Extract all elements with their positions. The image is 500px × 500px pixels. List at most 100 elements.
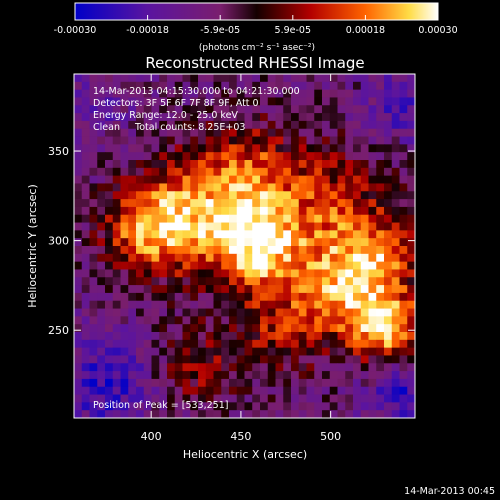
heatmap-cell (407, 386, 415, 395)
heatmap-cell (275, 261, 284, 270)
heatmap-cell (314, 89, 323, 98)
heatmap-cell (244, 175, 253, 184)
heatmap-cell (384, 347, 393, 356)
heatmap-cell (267, 378, 276, 388)
heatmap-cell (267, 152, 276, 161)
heatmap-cell (89, 316, 98, 325)
heatmap-cell (97, 105, 106, 114)
heatmap-cell (112, 261, 121, 270)
heatmap-cell (105, 199, 114, 208)
heatmap-cell (120, 81, 129, 91)
heatmap-cell (399, 199, 408, 208)
heatmap-cell (283, 120, 292, 130)
heatmap-cell (190, 160, 199, 169)
heatmap-cell (298, 324, 307, 333)
heatmap-cell (112, 410, 121, 418)
heatmap-cell (143, 316, 152, 325)
heatmap-cell (105, 74, 114, 83)
heatmap-cell (337, 230, 346, 239)
heatmap-cell (306, 128, 315, 137)
heatmap-cell (236, 253, 245, 263)
heatmap-cell (105, 363, 114, 372)
heatmap-cell (407, 316, 415, 325)
heatmap-cell (376, 292, 385, 302)
heatmap-cell (345, 269, 354, 278)
heatmap-cell (260, 253, 269, 263)
heatmap-cell (213, 386, 222, 395)
heatmap-cell (74, 191, 83, 200)
heatmap-cell (252, 371, 261, 380)
heatmap-cell (244, 339, 253, 349)
heatmap-cell (368, 339, 377, 349)
heatmap-cell (205, 371, 214, 380)
heatmap-cell (384, 238, 393, 247)
heatmap-cell (74, 160, 83, 169)
heatmap-cell (399, 81, 408, 91)
heatmap-cell (391, 316, 400, 325)
heatmap-cell (244, 253, 253, 263)
heatmap-cell (221, 308, 230, 317)
heatmap-cell (291, 285, 300, 294)
heatmap-cell (136, 136, 145, 145)
heatmap-cell (244, 246, 253, 255)
heatmap-cell (128, 222, 137, 231)
heatmap-cell (306, 402, 315, 411)
heatmap-cell (112, 183, 121, 192)
heatmap-cell (174, 238, 183, 247)
heatmap-cell (136, 347, 145, 356)
heatmap-cell (89, 386, 98, 395)
heatmap-cell (291, 120, 300, 130)
heatmap-cell (112, 74, 121, 83)
heatmap-cell (198, 81, 207, 91)
heatmap-cell (198, 363, 207, 372)
x-axis-label: Heliocentric X (arcsec) (183, 448, 307, 461)
heatmap-cell (244, 89, 253, 98)
heatmap-cell (376, 191, 385, 200)
heatmap-cell (229, 214, 238, 223)
heatmap-cell (376, 199, 385, 208)
heatmap-cell (391, 183, 400, 192)
heatmap-cell (105, 371, 114, 380)
heatmap-cell (112, 222, 121, 231)
heatmap-cell (105, 152, 114, 161)
heatmap-cell (205, 81, 214, 91)
y-tick-label: 350 (48, 145, 69, 158)
heatmap-cell (221, 402, 230, 411)
heatmap-cell (391, 402, 400, 411)
heatmap-cell (345, 261, 354, 270)
heatmap-cell (221, 113, 230, 122)
heatmap-cell (182, 136, 191, 145)
heatmap-cell (74, 371, 83, 380)
heatmap-cell (198, 105, 207, 114)
heatmap-cell (384, 332, 393, 341)
heatmap-cell (143, 300, 152, 309)
heatmap-cell (151, 347, 160, 356)
heatmap-cell (306, 269, 315, 278)
heatmap-cell (376, 308, 385, 317)
heatmap-cell (236, 191, 245, 200)
heatmap-cell (190, 285, 199, 294)
heatmap-cell (81, 199, 90, 208)
heatmap-cell (81, 324, 90, 333)
heatmap-cell (306, 246, 315, 255)
heatmap-cell (399, 120, 408, 130)
heatmap-cell (376, 371, 385, 380)
heatmap-cell (376, 300, 385, 309)
heatmap-cell (283, 238, 292, 247)
heatmap-cell (275, 378, 284, 388)
heatmap-cell (190, 222, 199, 231)
heatmap-cell (97, 191, 106, 200)
heatmap-cell (128, 394, 137, 403)
heatmap-cell (322, 316, 331, 325)
heatmap-cell (174, 402, 183, 411)
heatmap-cell (306, 300, 315, 309)
heatmap-cell (306, 308, 315, 317)
heatmap-cell (136, 246, 145, 255)
heatmap-cell (322, 199, 331, 208)
heatmap-cell (360, 261, 369, 270)
heatmap-cell (399, 230, 408, 239)
heatmap-cell (267, 160, 276, 169)
heatmap-cell (182, 97, 191, 106)
heatmap-cell (337, 144, 346, 153)
heatmap-cell (283, 160, 292, 169)
